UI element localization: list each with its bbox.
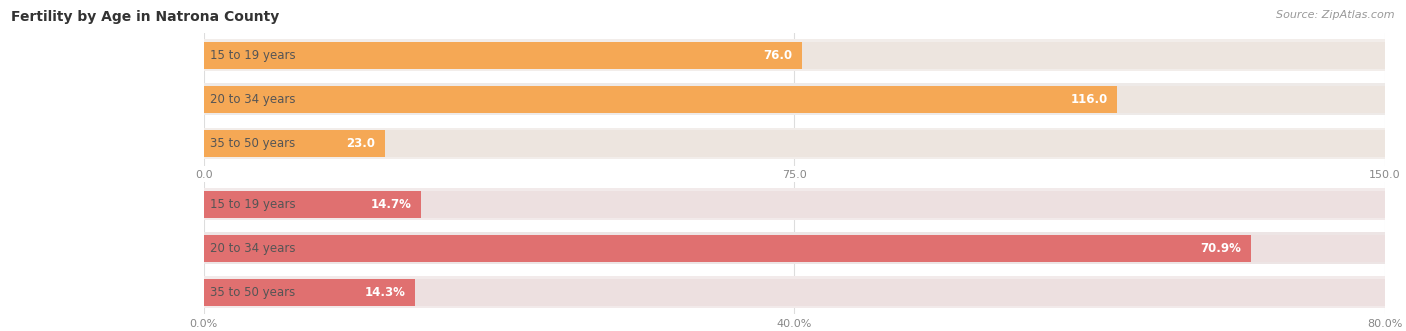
Text: 15 to 19 years: 15 to 19 years bbox=[209, 49, 295, 62]
Bar bbox=[204, 39, 1385, 71]
Text: 14.3%: 14.3% bbox=[364, 286, 405, 299]
Text: Source: ZipAtlas.com: Source: ZipAtlas.com bbox=[1277, 10, 1395, 20]
Bar bbox=[204, 188, 1385, 220]
Text: 70.9%: 70.9% bbox=[1201, 242, 1241, 255]
Bar bbox=[204, 279, 1385, 306]
Bar bbox=[204, 86, 1118, 113]
Text: Fertility by Age in Natrona County: Fertility by Age in Natrona County bbox=[11, 10, 280, 24]
Bar bbox=[204, 232, 1385, 264]
Bar bbox=[204, 276, 1385, 308]
Text: 35 to 50 years: 35 to 50 years bbox=[209, 137, 295, 150]
Text: 116.0: 116.0 bbox=[1070, 93, 1108, 106]
Bar bbox=[204, 130, 385, 157]
Bar bbox=[204, 191, 420, 217]
Bar bbox=[204, 235, 1385, 262]
Text: 76.0: 76.0 bbox=[763, 49, 793, 62]
Text: 15 to 19 years: 15 to 19 years bbox=[209, 198, 295, 211]
Bar bbox=[204, 279, 415, 306]
Bar bbox=[204, 127, 1385, 159]
Text: 20 to 34 years: 20 to 34 years bbox=[209, 93, 295, 106]
Bar bbox=[204, 83, 1385, 115]
Text: 14.7%: 14.7% bbox=[371, 198, 412, 211]
Bar bbox=[204, 191, 1385, 217]
Bar bbox=[204, 42, 803, 69]
Bar bbox=[204, 42, 1385, 69]
Text: 20 to 34 years: 20 to 34 years bbox=[209, 242, 295, 255]
Bar bbox=[204, 235, 1250, 262]
Text: 23.0: 23.0 bbox=[346, 137, 375, 150]
Bar bbox=[204, 130, 1385, 157]
Text: 35 to 50 years: 35 to 50 years bbox=[209, 286, 295, 299]
Bar bbox=[204, 86, 1385, 113]
